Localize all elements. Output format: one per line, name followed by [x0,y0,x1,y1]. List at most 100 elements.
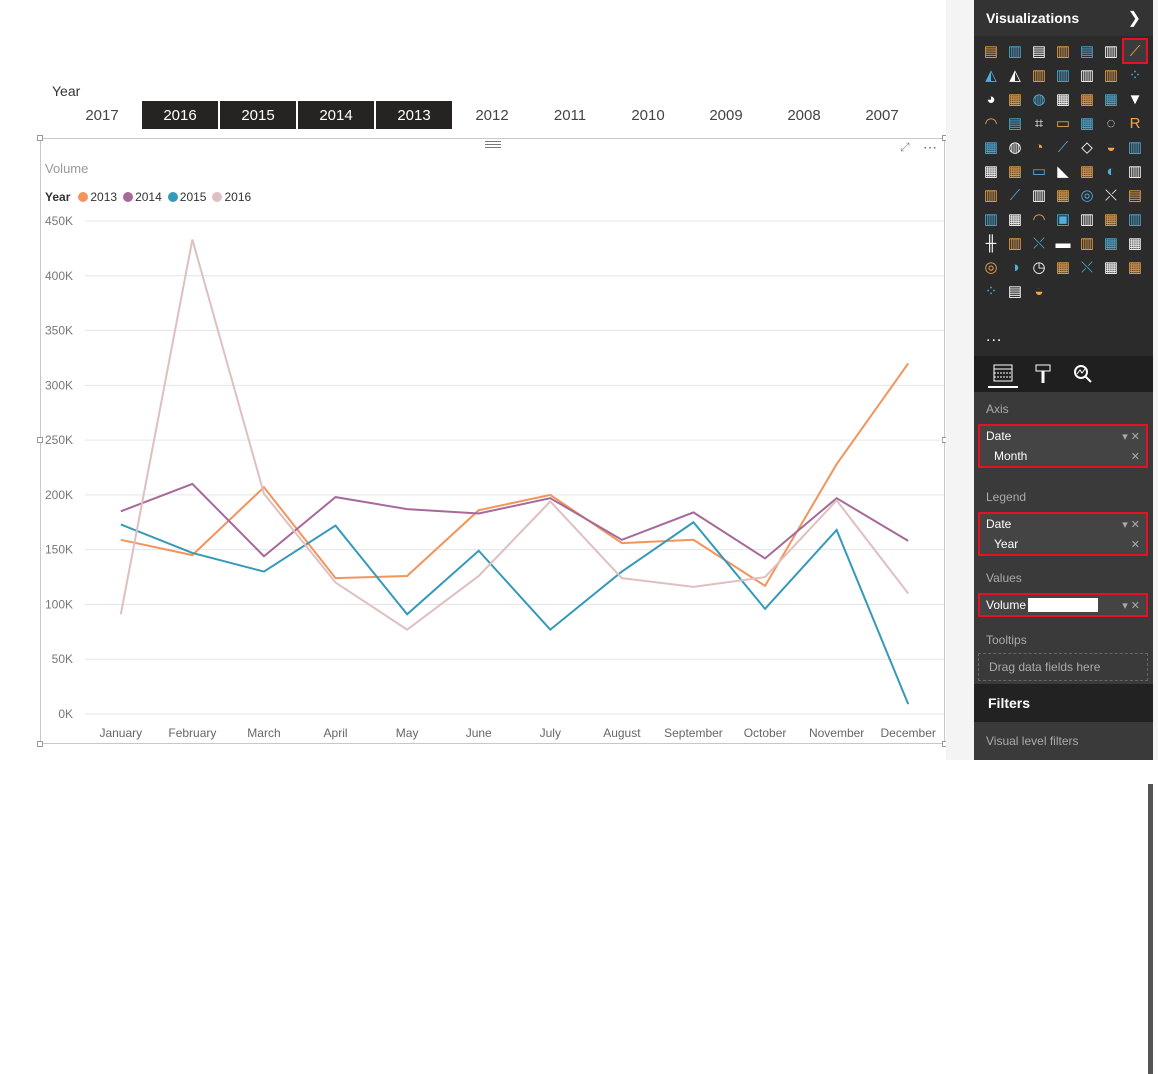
line-chart-visual[interactable]: ⤢ ⋯ Volume Year 2013 2014 2015 2016 0K 50K 10… [37,135,948,747]
slicer-tile-2012[interactable]: 2012 [475,106,509,124]
visual-level-filters[interactable]: Visual level filters [974,722,1153,760]
legend-well[interactable]: Date ▾ ✕ Year ✕ [978,512,1148,556]
123-icon[interactable]: ▦ [1079,163,1095,180]
focus-mode-icon[interactable]: ⤢ [900,140,910,154]
funnel-icon[interactable]: ▼ [1127,90,1143,108]
resize-handle[interactable] [37,741,43,747]
timeline-icon[interactable]: ▥ [1127,139,1143,156]
tooltips-dropzone[interactable]: Drag data fields here [978,653,1148,681]
card-yellow-icon[interactable]: ▣ [1055,211,1071,228]
legend-item-2014[interactable]: 2014 [123,190,162,204]
bubbles-icon[interactable]: ⁘ [984,283,998,300]
slicer-tile-2013[interactable]: 2013 [376,101,452,129]
table-icon[interactable]: ▦ [1055,91,1071,108]
bars-icon[interactable]: ▦ [1055,187,1071,204]
slicer-tile-2017[interactable]: 2017 [85,106,119,124]
chiclet-icon[interactable]: ▦ [1007,163,1023,180]
close-icon[interactable]: ✕ [1130,538,1140,551]
waterfall-icon[interactable]: ▥ [1103,67,1119,84]
pie-icon[interactable]: ◕ [986,90,996,108]
more-options-icon[interactable]: ⋯ [923,139,938,155]
slicer-tile-2016[interactable]: 2016 [142,101,218,129]
resize-handle[interactable] [37,135,43,141]
box-icon[interactable]: ▥ [1127,211,1143,228]
layers-icon[interactable]: ◇ [1081,139,1093,156]
stacked-area-icon[interactable]: ◭ [1009,67,1021,84]
multi-row-card-icon[interactable]: ▤ [1007,115,1023,132]
dropdown-close-icon[interactable]: ▾ ✕ [1122,430,1140,443]
map-icon[interactable]: ◍ [1032,91,1046,108]
format-tab-icon[interactable] [1028,360,1058,388]
analytics-tab-icon[interactable] [1068,360,1098,388]
table-multi-icon[interactable]: ▦ [1103,259,1119,276]
line-chart-icon[interactable]: ⟋ [1122,38,1148,64]
slicer-tile-2007[interactable]: 2007 [865,106,899,124]
kpi-icon[interactable]: ▭ [1055,115,1071,132]
chevron-right-icon[interactable]: ❯ [1127,10,1141,27]
bullet-icon[interactable]: ▭ [1031,163,1047,180]
text-icon[interactable]: ▤ [1127,187,1143,204]
area-chart-icon[interactable]: ◭ [985,67,997,84]
series-line-2013[interactable] [120,362,910,588]
slicer-tile-2015[interactable]: 2015 [220,101,296,129]
ribbon-chart-icon[interactable]: ▥ [1079,67,1095,84]
series-line-2016[interactable] [119,239,910,631]
more-visuals-icon[interactable]: ... [986,328,1003,345]
gauge-icon[interactable]: ◠ [984,115,998,132]
stacked-column-icon[interactable]: ▥ [1007,43,1023,60]
network-x-icon[interactable]: ⤬ [1080,258,1093,276]
100-stacked-bar-icon[interactable]: ▤ [1079,43,1095,60]
legend-item-2015[interactable]: 2015 [167,190,206,204]
graph-icon[interactable]: ⤬ [1032,234,1045,252]
axis-well[interactable]: Date ▾ ✕ Month ✕ [978,424,1148,468]
dual-bars-icon[interactable]: ▥ [1007,235,1023,252]
field-rename-box[interactable] [1028,598,1099,613]
legend-item-2016[interactable]: 2016 [212,190,251,204]
legend-item-2013[interactable]: 2013 [78,190,117,204]
card-icon[interactable]: ⌗ [1034,114,1044,132]
dropdown-close-icon[interactable]: ▾ ✕ [1122,599,1140,612]
sankey-icon[interactable]: ▦ [1103,211,1119,228]
clustered-column-icon[interactable]: ▥ [1055,43,1071,60]
gantt-icon[interactable]: ▥ [983,187,999,204]
matrix-icon[interactable]: ▦ [1079,91,1095,108]
r-visual-icon[interactable]: R [1129,114,1141,132]
table-split-icon[interactable]: ▦ [1127,259,1143,276]
user-icon[interactable]: ◒ [1034,282,1044,300]
scatter-icon[interactable]: ⁘ [1128,67,1142,84]
radial-icon[interactable]: ◔ [1034,138,1044,156]
values-well[interactable]: Volume ▾ ✕ [978,593,1148,617]
clock-icon[interactable]: ◷ [1032,259,1046,276]
filled-map-icon[interactable]: ▦ [1103,91,1119,108]
box-whisker-icon[interactable]: ╫ [985,234,997,252]
area-line-icon[interactable]: ▦ [1127,235,1143,252]
line-stacked-column-icon[interactable]: ▥ [1055,67,1071,84]
slicer-icon[interactable]: ▦ [1079,115,1095,132]
hierarchy-icon[interactable]: ▦ [1103,235,1119,252]
bar-column-icon[interactable]: ▥ [1079,211,1095,228]
table-list-icon[interactable]: ▤ [1007,283,1023,300]
line-clustered-column-icon[interactable]: ▥ [1031,67,1047,84]
slicer-tile-2011[interactable]: 2011 [553,106,587,124]
scrollbar[interactable] [1148,784,1153,1074]
100-stacked-column-icon[interactable]: ▥ [1103,43,1119,60]
stacked-bar-icon[interactable]: ▤ [983,43,999,60]
close-icon[interactable]: ✕ [1130,450,1140,463]
column-gradient-icon[interactable]: ▥ [983,211,999,228]
custom-map-icon[interactable]: ▦ [983,139,999,156]
donut-icon[interactable]: ◌ [1106,114,1116,132]
series-line-2015[interactable] [120,520,910,705]
tornado-icon[interactable]: ▥ [1127,163,1143,180]
sparkline-icon[interactable]: ⟋ [1057,138,1069,156]
pdf-icon[interactable]: ◣ [1057,163,1069,180]
column-scroll-icon[interactable]: ▥ [1079,235,1095,252]
heat-grid-icon[interactable]: ▦ [1007,211,1023,228]
slicer-tile-2014[interactable]: 2014 [298,101,374,129]
network-icon[interactable]: ⤬ [1104,186,1117,204]
tiles-icon[interactable]: ▦ [1055,259,1071,276]
calendar-icon[interactable]: ▦ [983,163,999,180]
toggle-icon[interactable]: ◑ [1010,258,1020,276]
histogram-icon[interactable]: ▥ [1031,187,1047,204]
dot-donut-icon[interactable]: ◎ [984,259,998,276]
slicer-tile-2008[interactable]: 2008 [787,106,821,124]
